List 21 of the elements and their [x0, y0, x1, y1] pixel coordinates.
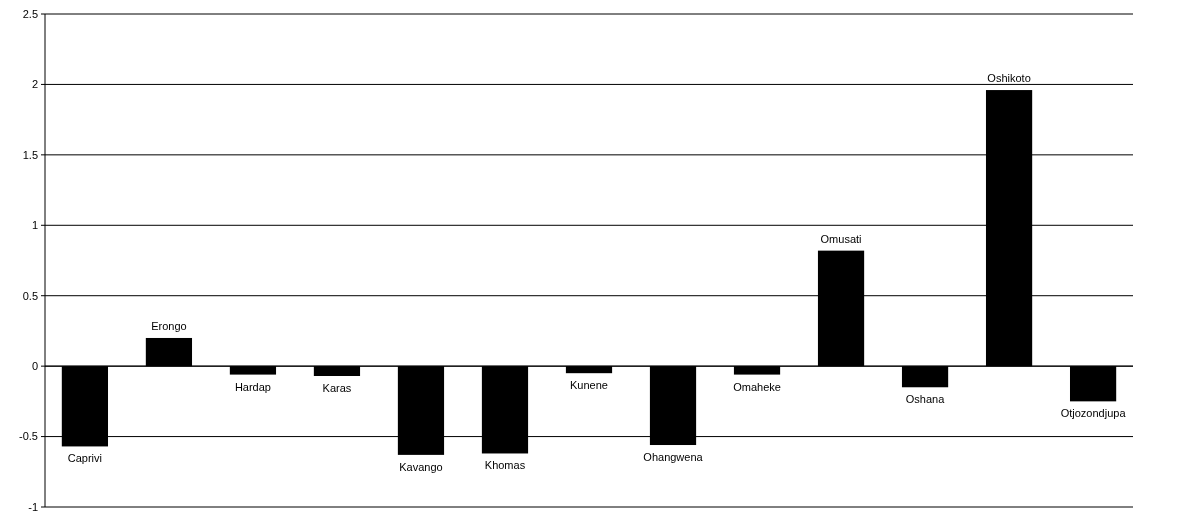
x-tick-label: Omaheke	[733, 380, 781, 393]
x-tick-label: Otjozondjupa	[1060, 407, 1127, 420]
y-tick-label: 1.5	[22, 148, 38, 161]
x-tick-label: Karas	[322, 382, 352, 394]
y-tick-label: 2.5	[22, 7, 38, 20]
x-tick-label: Kunene	[570, 379, 608, 392]
x-tick-label: Omusati	[820, 232, 862, 245]
x-tick-label: Kavango	[399, 460, 443, 473]
y-tick-label: -1	[28, 500, 38, 513]
y-tick-label: -0.5	[19, 430, 38, 443]
x-tick-label: Oshana	[905, 393, 946, 406]
x-tick-label: Caprivi	[67, 452, 103, 465]
x-tick-label: Hardap	[234, 380, 271, 393]
x-tick-label: Oshikoto	[987, 72, 1031, 85]
x-tick-label: Ohangwena	[643, 451, 704, 464]
y-tick-label: 2	[31, 78, 38, 91]
y-tick-label: 0.5	[22, 289, 38, 302]
y-tick-label: 0	[31, 359, 38, 372]
y-tick-label: 1	[31, 219, 38, 232]
x-tick-label: Erongo	[151, 319, 187, 332]
x-tick-label: Khomas	[484, 459, 526, 472]
